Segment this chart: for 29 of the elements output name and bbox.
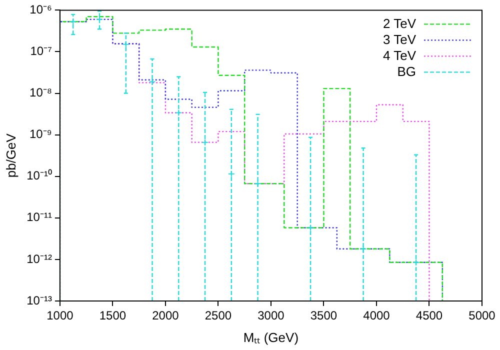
point bbox=[360, 245, 367, 252]
y-tick-label: 10⁻⁹ bbox=[29, 127, 52, 142]
x-tick-label: 1000 bbox=[46, 308, 74, 323]
y-tick-label: 10⁻⁷ bbox=[30, 44, 52, 58]
y-tick-label: 10⁻¹² bbox=[26, 252, 52, 266]
point bbox=[70, 18, 77, 26]
point bbox=[175, 109, 182, 116]
y-tick-label: 10⁻⁸ bbox=[30, 86, 52, 100]
x-tick-label: 3000 bbox=[258, 308, 285, 323]
x-axis-title: Mₜₜ (GeV) bbox=[243, 330, 299, 345]
y-tick-label: 10⁻¹¹ bbox=[26, 210, 52, 224]
point bbox=[307, 224, 314, 232]
y-tick-label: 10⁻⁶ bbox=[30, 2, 52, 17]
legend-label: 4 TeV bbox=[382, 48, 416, 63]
x-tick-label: 4000 bbox=[363, 308, 390, 323]
legend-label: BG bbox=[397, 64, 416, 79]
y-tick-label: 10⁻¹³ bbox=[26, 293, 52, 308]
x-tick-label: 5000 bbox=[468, 308, 496, 323]
point bbox=[202, 138, 209, 146]
y-tick-label: 10⁻¹⁰ bbox=[26, 168, 52, 183]
x-tick-label: 3500 bbox=[310, 308, 338, 323]
point bbox=[412, 258, 420, 266]
x-tick-label: 2000 bbox=[152, 308, 180, 323]
legend-label: 2 TeV bbox=[382, 16, 416, 31]
x-tick-label: 2500 bbox=[204, 308, 232, 323]
y-axis-title: pb/GeV bbox=[3, 133, 18, 178]
legend-label: 3 TeV bbox=[382, 32, 416, 47]
x-tick-label: 1500 bbox=[99, 308, 126, 323]
x-tick-label: 4500 bbox=[416, 308, 443, 323]
